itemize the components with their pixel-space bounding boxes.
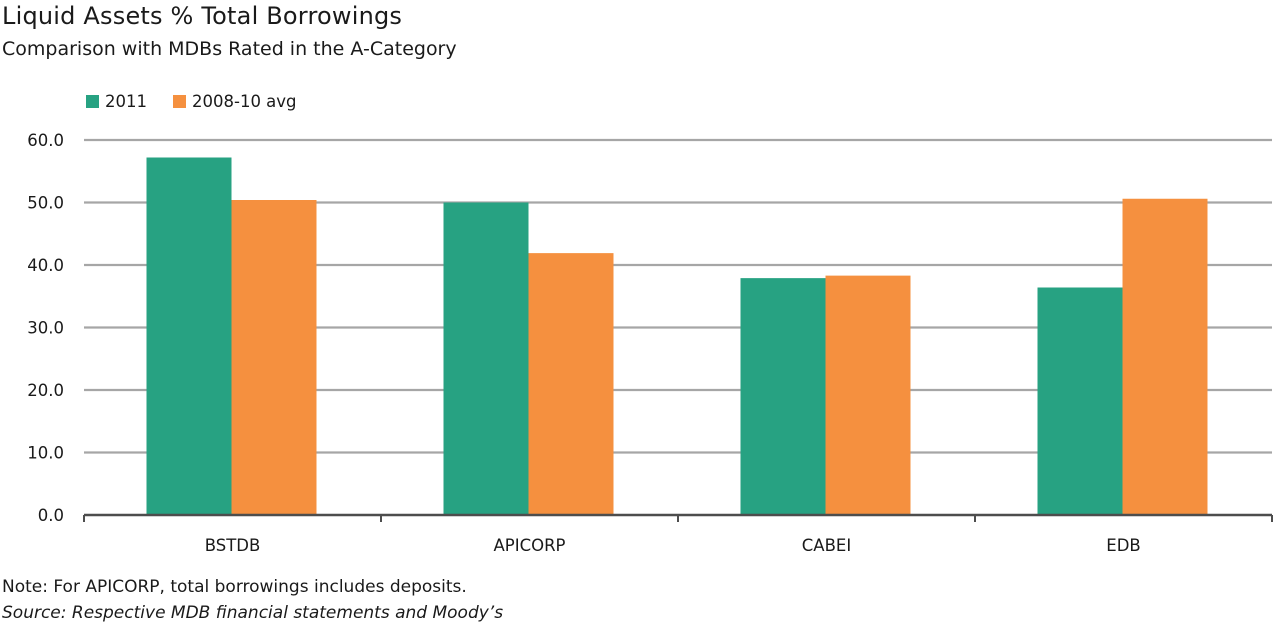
y-tick-label-2: 20.0 <box>27 381 64 400</box>
bar-cabei-2011 <box>740 278 826 515</box>
bar-cabei-2008-10-avg <box>825 275 911 515</box>
legend-swatch-2011 <box>86 95 99 108</box>
legend-item-2008-10-avg: 2008-10 avg <box>173 92 297 111</box>
legend-swatch-2008-10-avg <box>173 95 186 108</box>
legend: 2011 2008-10 avg <box>86 92 297 111</box>
x-tick-label-cabei: CABEI <box>802 536 851 555</box>
bar-apicorp-2008-10-avg <box>528 253 614 515</box>
y-tick-label-1: 10.0 <box>27 444 64 463</box>
legend-label-2011: 2011 <box>105 92 147 111</box>
bar-chart: 0.0 10.0 20.0 30.0 40.0 50.0 60.0 BSTDB APICORP C… <box>27 131 1273 555</box>
bar-bstdb-2008-10-avg <box>231 200 317 515</box>
x-tick-label-bstdb: BSTDB <box>205 536 261 555</box>
bar-edb-2011 <box>1037 287 1123 515</box>
legend-label-2008-10-avg: 2008-10 avg <box>192 92 297 111</box>
y-tick-label-3: 30.0 <box>27 319 64 338</box>
y-tick-label-4: 40.0 <box>27 256 64 275</box>
chart-subtitle: Comparison with MDBs Rated in the A-Cate… <box>2 38 457 60</box>
chart-source: Source: Respective MDB financial stateme… <box>2 603 504 623</box>
y-tick-label-0: 0.0 <box>38 506 64 525</box>
y-tick-label-5: 50.0 <box>27 194 64 213</box>
bar-bstdb-2011 <box>146 157 232 515</box>
chart-title: Liquid Assets % Total Borrowings <box>2 2 403 30</box>
legend-item-2011: 2011 <box>86 92 147 111</box>
x-tick-label-apicorp: APICORP <box>493 536 565 555</box>
x-tick-label-edb: EDB <box>1106 536 1140 555</box>
bar-edb-2008-10-avg <box>1122 198 1208 515</box>
chart-note: Note: For APICORP, total borrowings incl… <box>2 577 467 597</box>
bar-apicorp-2011 <box>443 202 529 515</box>
y-tick-label-6: 60.0 <box>27 131 64 150</box>
